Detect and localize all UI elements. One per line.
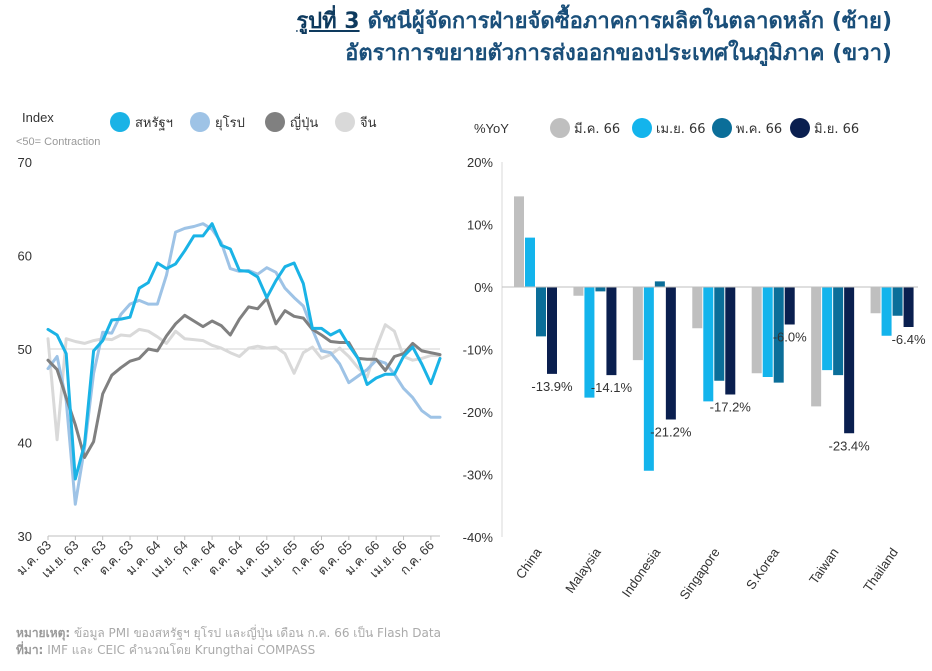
bar <box>606 287 617 376</box>
category-label: China <box>513 544 545 581</box>
bar <box>870 287 881 314</box>
footer-note: หมายเหตุ: ข้อมูล PMI ของสหรัฐฯ ยุโรป และ… <box>16 625 441 642</box>
category-label: Malaysia <box>562 544 604 595</box>
category-label: Taiwan <box>806 545 841 587</box>
note-text: ข้อมูล PMI ของสหรัฐฯ ยุโรป และญี่ปุ่น เด… <box>74 626 441 640</box>
legend-label: มี.ค. 66 <box>574 121 620 137</box>
legend-marker <box>110 112 130 132</box>
export-bar-chart: %YoY 20% 10% 0% -10% -20% -30% -40% -13.9% China -… <box>463 118 926 602</box>
y-tick-label: 60 <box>18 249 32 264</box>
figure-label: รูปที่ 3 <box>296 9 360 34</box>
legend-label: มิ.ย. 66 <box>814 122 859 137</box>
source-label: ที่มา: <box>16 643 44 657</box>
data-label: -14.1% <box>591 380 633 395</box>
legend-marker <box>790 118 810 138</box>
y-tick-label: 30 <box>18 529 32 544</box>
footer-source: ที่มา: IMF และ CEIC คำนวณโดย Krungthai C… <box>16 642 441 659</box>
legend-label: เม.ย. 66 <box>656 122 706 137</box>
y-tick-label: 40 <box>18 436 32 451</box>
y-tick-label: 10% <box>467 218 493 233</box>
data-label: -21.2% <box>650 425 692 440</box>
y-tick-label: -30% <box>463 468 494 483</box>
bar <box>844 287 855 434</box>
data-label: -17.2% <box>710 400 752 415</box>
y-tick-label: 0% <box>474 280 493 295</box>
data-label: -23.4% <box>829 438 871 453</box>
bar <box>833 287 844 376</box>
bar <box>773 287 784 383</box>
y-tick-label: 70 <box>18 155 32 170</box>
note-label: หมายเหตุ: <box>16 626 71 640</box>
data-label: -6.0% <box>773 330 807 345</box>
bar <box>692 287 703 329</box>
series-line-3 <box>46 323 442 442</box>
series-line-2 <box>46 297 442 459</box>
source-text: IMF และ CEIC คำนวณโดย Krungthai COMPASS <box>47 643 316 657</box>
bar <box>703 287 714 402</box>
title-line-2: อัตราการขยายตัวการส่งออกของประเทศในภูมิภ… <box>345 41 892 66</box>
footer: หมายเหตุ: ข้อมูล PMI ของสหรัฐฯ ยุโรป และ… <box>16 625 441 659</box>
bar <box>525 237 535 287</box>
y-tick-label: 50 <box>18 342 32 357</box>
bar <box>632 287 643 361</box>
y-tick-label: -20% <box>463 405 494 420</box>
bar <box>536 287 546 337</box>
y-tick-label: 20% <box>467 155 493 170</box>
bar <box>654 281 665 287</box>
bar <box>903 287 914 327</box>
legend-label: ญี่ปุ่น <box>290 114 318 131</box>
legend-label: พ.ค. 66 <box>736 122 782 137</box>
y-axis-label: Index <box>22 110 54 125</box>
legend-label: ยุโรป <box>215 115 245 131</box>
legend-marker <box>632 118 652 138</box>
bar <box>573 287 584 296</box>
legend-marker <box>712 118 732 138</box>
legend-marker <box>550 118 570 138</box>
bar <box>751 287 762 374</box>
title-line-1: รูปที่ 3 ดัชนีผู้จัดการฝ่ายจัดซื้อภาคการผ… <box>296 6 892 38</box>
contraction-note: <50= Contraction <box>16 136 100 148</box>
bar <box>547 287 557 374</box>
category-label: S.Korea <box>743 544 783 592</box>
bar <box>595 287 606 292</box>
figure-title: รูปที่ 3 ดัชนีผู้จัดการฝ่ายจัดซื้อภาคการผ… <box>296 6 892 70</box>
data-label: -6.4% <box>892 332 926 347</box>
series-line-0 <box>46 222 442 481</box>
legend-label: สหรัฐฯ <box>135 116 173 131</box>
legend-marker <box>335 112 355 132</box>
bar <box>725 287 736 395</box>
bar <box>822 287 833 371</box>
bar <box>784 287 795 325</box>
bar <box>881 287 892 336</box>
data-label: -13.9% <box>531 379 573 394</box>
bar <box>892 287 903 316</box>
y-tick-label: -40% <box>463 530 494 545</box>
category-label: Singapore <box>676 545 722 602</box>
category-label: Thailand <box>860 545 901 594</box>
bar <box>714 287 725 381</box>
bar <box>514 196 524 287</box>
bar <box>811 287 822 407</box>
legend-marker <box>265 112 285 132</box>
title-text-1: ดัชนีผู้จัดการฝ่ายจัดซื้อภาคการผลิตในตลา… <box>367 9 892 34</box>
legend-label: จีน <box>360 115 377 131</box>
y-axis-label: %YoY <box>474 121 509 136</box>
y-tick-label: -10% <box>463 343 494 358</box>
bar <box>665 287 676 420</box>
category-label: Indonesia <box>619 544 664 599</box>
bar <box>762 287 773 377</box>
bar <box>643 287 654 471</box>
bar <box>584 287 595 398</box>
legend-marker <box>190 112 210 132</box>
